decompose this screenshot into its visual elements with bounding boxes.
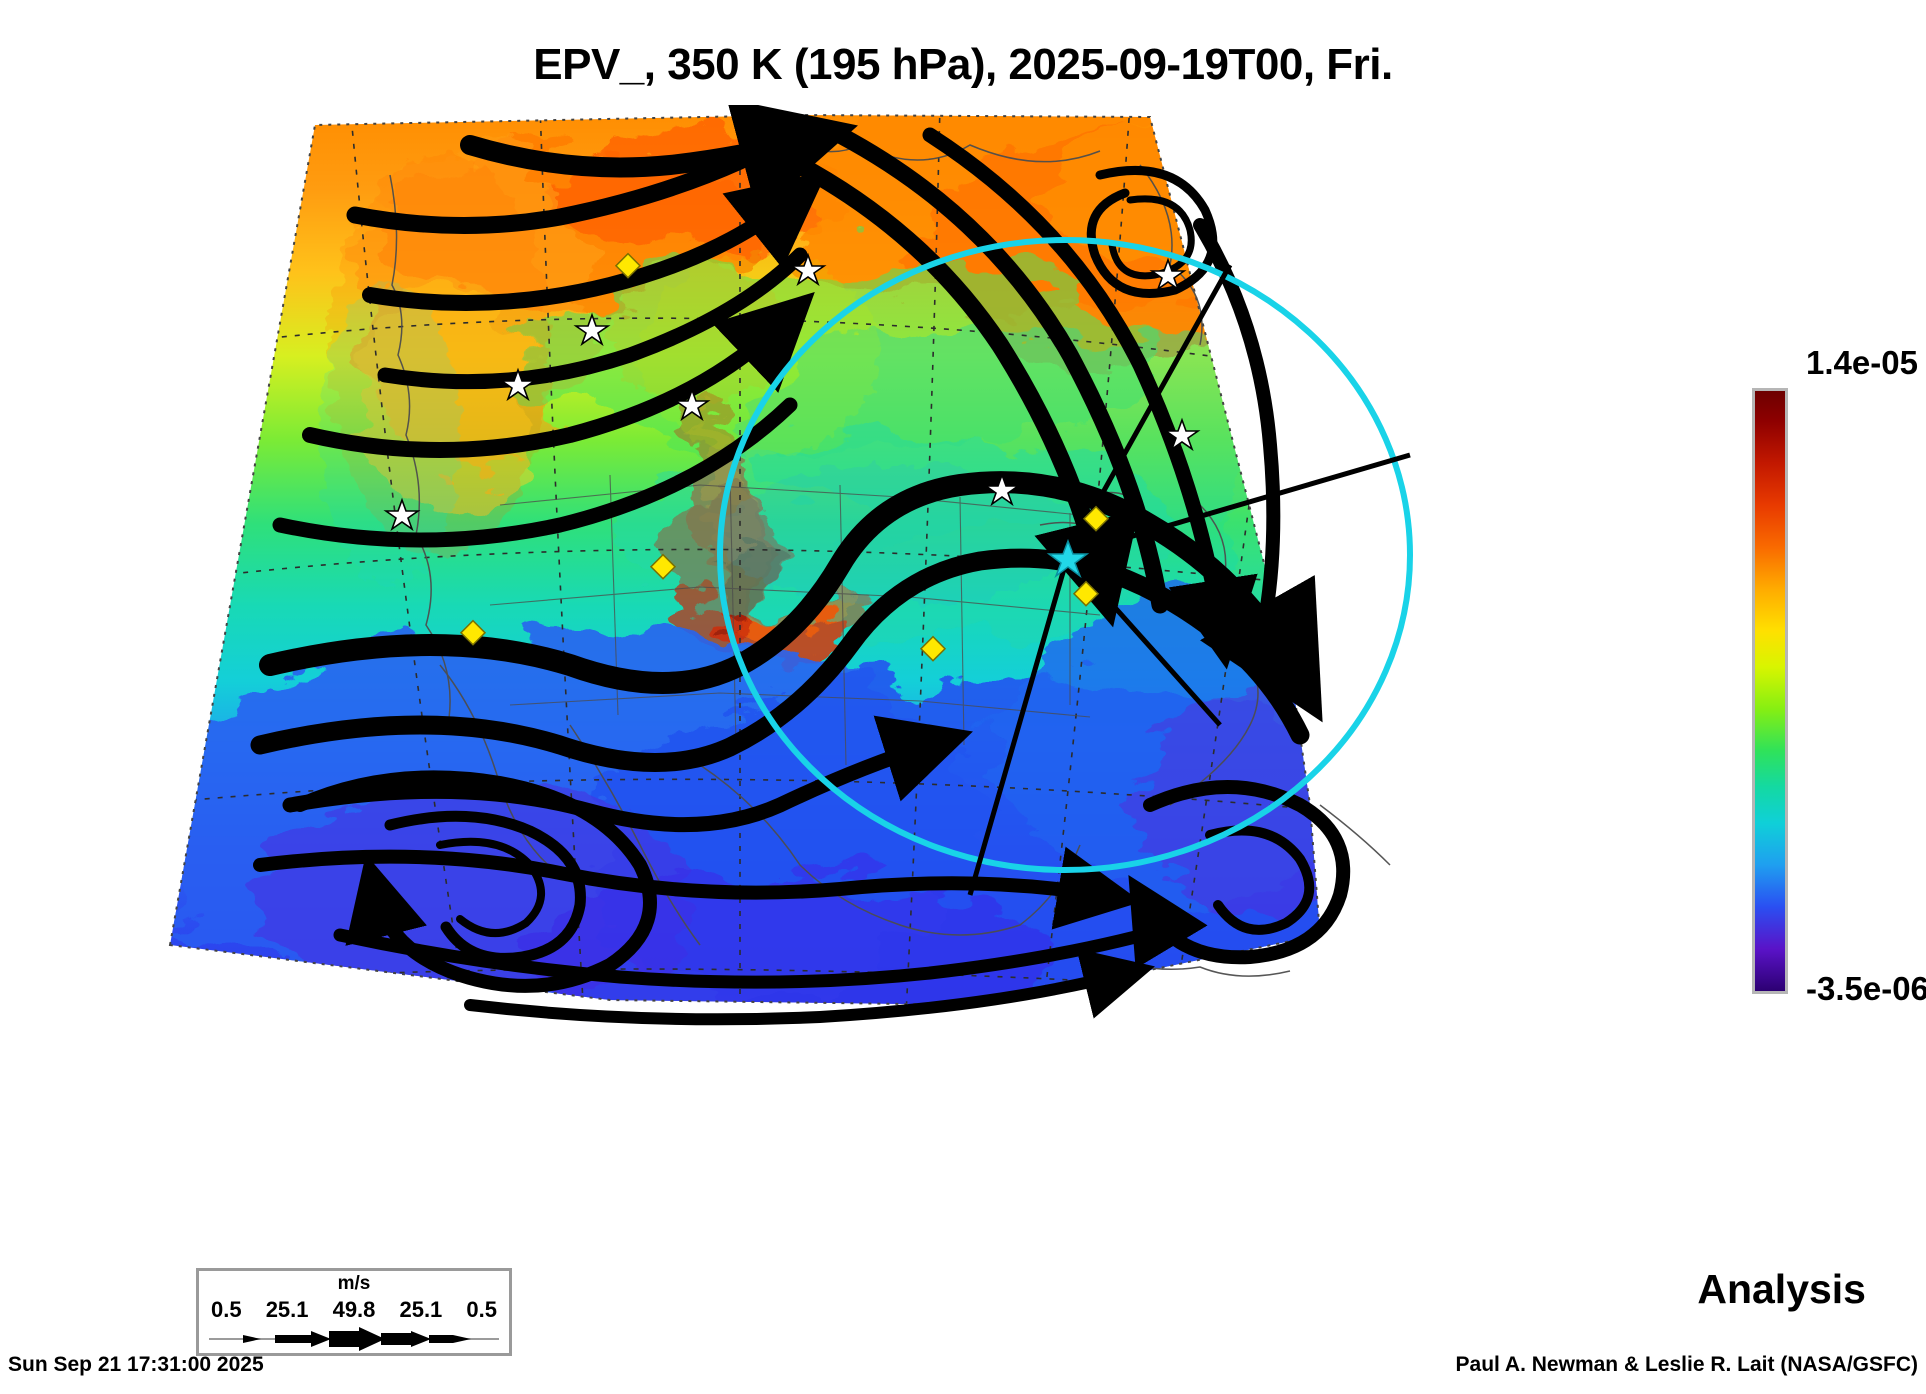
wind-tick-4: 0.5 <box>466 1297 497 1322</box>
station-markers[interactable] <box>383 252 1201 662</box>
colorbar-max-label: 1.4e-05 <box>1806 344 1918 381</box>
marker-diamond[interactable] <box>459 252 1110 662</box>
map-panel[interactable] <box>140 105 1560 1035</box>
author-credit: Paul A. Newman & Leslie R. Lait (NASA/GS… <box>1455 1353 1918 1376</box>
wind-streamlines <box>250 105 1351 1026</box>
colorbar[interactable]: 1.4e-05 -3.5e-06 <box>1748 344 1926 1007</box>
wind-tick-3: 25.1 <box>399 1297 443 1322</box>
great-circle-overlay <box>717 237 1413 873</box>
page-title: EPV_, 350 K (195 hPa), 2025-09-19T00, Fr… <box>533 40 1393 89</box>
colorbar-min-label: -3.5e-06 <box>1806 970 1926 1007</box>
epv-map[interactable] <box>140 105 1560 1035</box>
wind-tick-1: 25.1 <box>265 1297 309 1322</box>
wind-tick-0: 0.5 <box>211 1297 242 1322</box>
wind-speed-legend: m/s 0.5 25.1 49.8 25.1 0.5 <box>196 1268 512 1356</box>
colorbar-gradient <box>1752 388 1788 994</box>
wind-legend-arrows <box>209 1327 499 1351</box>
analysis-label: Analysis <box>1697 1266 1866 1312</box>
marker-star[interactable] <box>383 252 1201 532</box>
wind-legend-units: m/s <box>337 1273 371 1294</box>
wind-tick-2: 49.8 <box>332 1297 376 1322</box>
generation-timestamp: Sun Sep 21 17:31:00 2025 <box>8 1353 264 1376</box>
wind-legend-ticks: 0.5 25.1 49.8 25.1 0.5 <box>199 1297 509 1323</box>
center-station-star[interactable] <box>1046 538 1090 579</box>
